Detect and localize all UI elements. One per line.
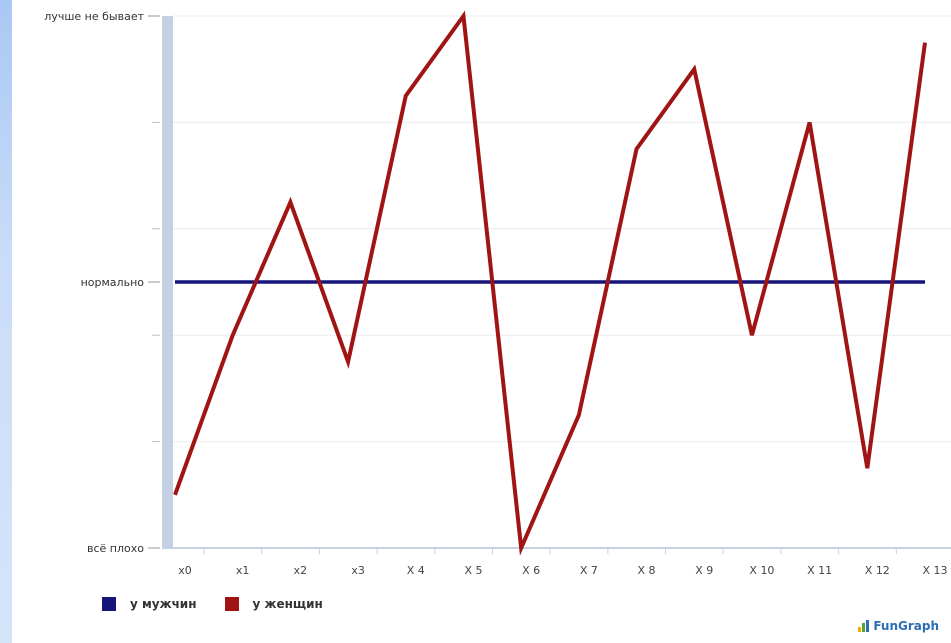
x-tick-label: x2 <box>294 564 308 577</box>
bar-logo-icon <box>858 620 870 632</box>
x-tick-label: X 4 <box>407 564 425 577</box>
y-axis-bar <box>162 16 173 548</box>
brand-logo: FunGraph <box>858 619 939 633</box>
x-tick-label: X 8 <box>638 564 656 577</box>
x-tick-label: x0 <box>178 564 192 577</box>
legend-swatch-women <box>224 597 239 611</box>
series-line-1 <box>173 10 927 556</box>
x-tick-label: X 9 <box>695 564 713 577</box>
y-tick-label: лучше не бывает <box>44 10 144 23</box>
brand-text: FunGraph <box>873 619 939 633</box>
x-tick-label: X 13 <box>922 564 947 577</box>
y-tick-label: нормально <box>81 276 145 289</box>
legend-item-men[interactable]: у мужчин <box>102 597 197 611</box>
x-tick-label: X 7 <box>580 564 598 577</box>
x-tick-label: X 6 <box>522 564 540 577</box>
x-tick-label: x3 <box>351 564 365 577</box>
legend-swatch-men <box>102 597 116 611</box>
chart-panel: всё плохо нормально лучше не бывает x0 x1 x2 x… <box>12 0 951 643</box>
y-tick-label: всё плохо <box>87 542 144 555</box>
legend: у мужчин у женщин <box>102 597 351 611</box>
legend-item-women[interactable]: у женщин <box>224 597 323 611</box>
x-tick-label: X 5 <box>464 564 482 577</box>
legend-label-women: у женщин <box>252 597 323 611</box>
legend-label-men: у мужчин <box>130 597 197 611</box>
line-chart: всё плохо нормально лучше не бывает x0 x1 x2 x… <box>44 10 951 577</box>
x-tick-label: x1 <box>236 564 250 577</box>
x-tick-label: X 11 <box>807 564 832 577</box>
x-tick-label: X 10 <box>749 564 774 577</box>
x-tick-label: X 12 <box>865 564 890 577</box>
